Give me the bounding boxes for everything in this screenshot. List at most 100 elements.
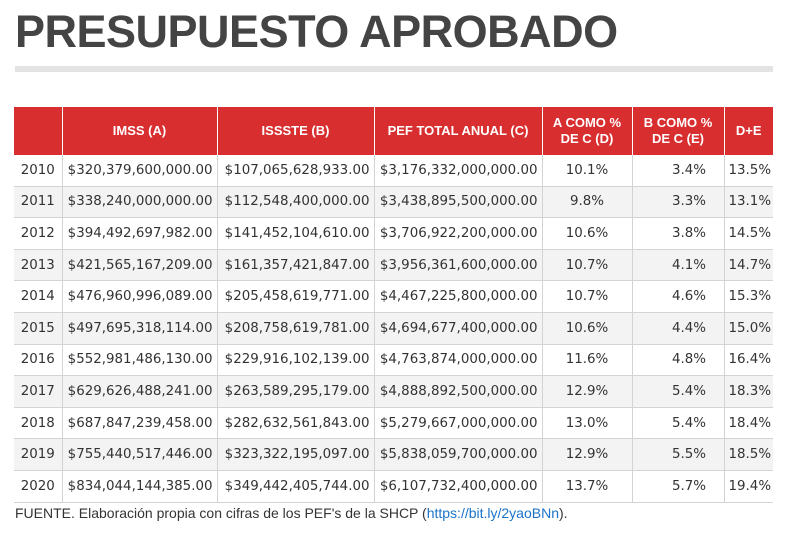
cell-a-pct-c: 10.7% [542,249,633,282]
cell-pef-total: $3,176,332,000,000.00 [374,155,543,187]
cell-year: 2019 [14,438,63,471]
title-divider [15,66,773,72]
cell-a-pct-c: 13.7% [542,470,633,503]
cell-pef-total: $6,107,732,400,000.00 [374,470,543,503]
cell-d-plus-e: 13.1% [724,186,773,219]
table-row: 2011 $338,240,000,000.00 $112,548,400,000.… [14,186,773,219]
header-a-pct-c: A COMO % DE C (D) [542,107,633,155]
cell-d-plus-e: 14.7% [724,249,773,282]
cell-d-plus-e: 18.3% [724,375,773,408]
header-d-plus-e: D+E [724,107,773,155]
cell-imss: $338,240,000,000.00 [62,186,218,219]
cell-imss: $421,565,167,209.00 [62,249,218,282]
cell-b-pct-c: 4.4% [632,312,725,345]
cell-b-pct-c: 5.4% [632,407,725,440]
header-imss: IMSS (A) [62,107,218,155]
cell-issste: $229,916,102,139.00 [217,344,375,377]
cell-a-pct-c: 9.8% [542,186,633,219]
cell-issste: $263,589,295,179.00 [217,375,375,408]
cell-d-plus-e: 19.4% [724,470,773,503]
cell-imss: $497,695,318,114.00 [62,312,218,345]
cell-b-pct-c: 3.3% [632,186,725,219]
table-row: 2012 $394,492,697,982.00 $141,452,104,610.… [14,217,773,250]
cell-issste: $205,458,619,771.00 [217,280,375,313]
cell-d-plus-e: 13.5% [724,155,773,187]
cell-year: 2018 [14,407,63,440]
cell-year: 2015 [14,312,63,345]
cell-a-pct-c: 12.9% [542,438,633,471]
cell-imss: $755,440,517,446.00 [62,438,218,471]
cell-d-plus-e: 15.0% [724,312,773,345]
table-header-row: IMSS (A) ISSSTE (B) PEF TOTAL ANUAL (C) … [14,107,773,155]
cell-year: 2016 [14,344,63,377]
cell-year: 2011 [14,186,63,219]
table-row: 2016 $552,981,486,130.00 $229,916,102,139.… [14,344,773,377]
cell-imss: $320,379,600,000.00 [62,155,218,187]
cell-pef-total: $4,888,892,500,000.00 [374,375,543,408]
table-row: 2018 $687,847,239,458.00 $282,632,561,843.… [14,407,773,440]
header-b-pct-c: B COMO % DE C (E) [632,107,725,155]
cell-b-pct-c: 5.4% [632,375,725,408]
table-row: 2014 $476,960,996,089.00 $205,458,619,771.… [14,280,773,313]
cell-a-pct-c: 10.1% [542,155,633,187]
header-issste: ISSSTE (B) [217,107,375,155]
cell-issste: $161,357,421,847.00 [217,249,375,282]
cell-year: 2013 [14,249,63,282]
budget-table: IMSS (A) ISSSTE (B) PEF TOTAL ANUAL (C) … [14,107,773,503]
table-row: 2017 $629,626,488,241.00 $263,589,295,179.… [14,375,773,408]
cell-pef-total: $3,438,895,500,000.00 [374,186,543,219]
cell-pef-total: $5,838,059,700,000.00 [374,438,543,471]
cell-issste: $107,065,628,933.00 [217,155,375,187]
cell-pef-total: $4,467,225,800,000.00 [374,280,543,313]
page-title: PRESUPUESTO APROBADO [15,6,618,57]
source-suffix: ). [559,505,568,521]
cell-issste: $323,322,195,097.00 [217,438,375,471]
cell-d-plus-e: 14.5% [724,217,773,250]
cell-a-pct-c: 12.9% [542,375,633,408]
cell-issste: $208,758,619,781.00 [217,312,375,345]
cell-imss: $394,492,697,982.00 [62,217,218,250]
cell-b-pct-c: 4.1% [632,249,725,282]
table-row: 2019 $755,440,517,446.00 $323,322,195,097.… [14,438,773,471]
cell-d-plus-e: 15.3% [724,280,773,313]
cell-b-pct-c: 3.4% [632,155,725,187]
cell-pef-total: $4,694,677,400,000.00 [374,312,543,345]
cell-b-pct-c: 4.6% [632,280,725,313]
cell-a-pct-c: 13.0% [542,407,633,440]
cell-pef-total: $4,763,874,000,000.00 [374,344,543,377]
cell-b-pct-c: 4.8% [632,344,725,377]
cell-issste: $282,632,561,843.00 [217,407,375,440]
table-row: 2013 $421,565,167,209.00 $161,357,421,847.… [14,249,773,282]
table-row: 2020 $834,044,144,385.00 $349,442,405,744.… [14,470,773,503]
cell-imss: $476,960,996,089.00 [62,280,218,313]
cell-year: 2010 [14,155,63,187]
header-year [14,107,63,155]
cell-b-pct-c: 5.5% [632,438,725,471]
cell-year: 2014 [14,280,63,313]
cell-imss: $629,626,488,241.00 [62,375,218,408]
source-link[interactable]: https://bit.ly/2yaoBNn [426,505,559,521]
cell-b-pct-c: 5.7% [632,470,725,503]
cell-a-pct-c: 11.6% [542,344,633,377]
cell-imss: $687,847,239,458.00 [62,407,218,440]
source-prefix: FUENTE. Elaboración propia con cifras de… [15,505,427,521]
cell-issste: $349,442,405,744.00 [217,470,375,503]
cell-d-plus-e: 18.5% [724,438,773,471]
cell-year: 2012 [14,217,63,250]
cell-a-pct-c: 10.7% [542,280,633,313]
cell-pef-total: $3,956,361,600,000.00 [374,249,543,282]
cell-year: 2017 [14,375,63,408]
cell-pef-total: $5,279,667,000,000.00 [374,407,543,440]
cell-d-plus-e: 16.4% [724,344,773,377]
cell-a-pct-c: 10.6% [542,312,633,345]
cell-a-pct-c: 10.6% [542,217,633,250]
table-row: 2010 $320,379,600,000.00 $107,065,628,933.… [14,155,773,187]
cell-imss: $834,044,144,385.00 [62,470,218,503]
cell-d-plus-e: 18.4% [724,407,773,440]
source-note: FUENTE. Elaboración propia con cifras de… [15,505,568,521]
cell-issste: $141,452,104,610.00 [217,217,375,250]
cell-imss: $552,981,486,130.00 [62,344,218,377]
cell-year: 2020 [14,470,63,503]
cell-pef-total: $3,706,922,200,000.00 [374,217,543,250]
table-body: 2010 $320,379,600,000.00 $107,065,628,933.… [14,155,773,503]
